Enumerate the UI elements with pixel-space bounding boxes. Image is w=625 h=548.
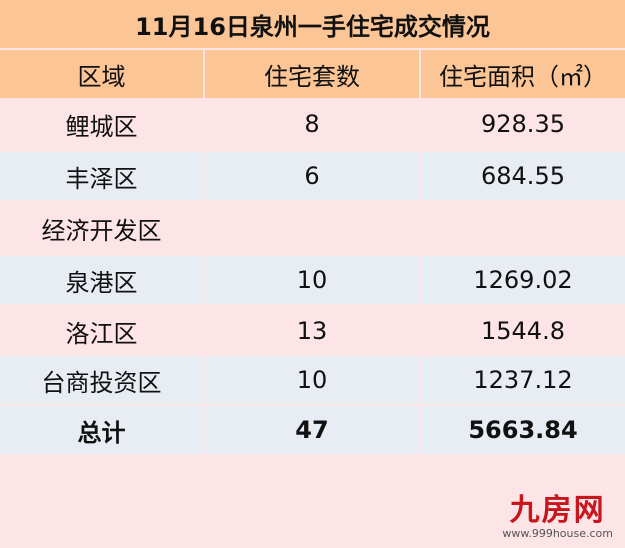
watermark-logo: 九房网 www.999house.com	[502, 493, 613, 541]
units-cell	[205, 204, 419, 252]
logo-mark: 九房网	[509, 493, 606, 528]
district-cell: 鲤城区	[0, 100, 203, 148]
area-cell: 1269.02	[421, 256, 625, 304]
units-cell: 10	[205, 256, 419, 304]
table-row: 经济开发区	[0, 204, 625, 252]
district-cell: 台商投资区	[0, 356, 203, 404]
table-title: 11月16日泉州一手住宅成交情况	[0, 0, 625, 48]
table-row: 洛江区 13 1544.8	[0, 308, 625, 354]
logo-url: www.999house.com	[502, 527, 613, 540]
table-row: 泉港区 10 1269.02	[0, 256, 625, 304]
units-cell: 8	[205, 100, 419, 148]
total-area: 5663.84	[421, 406, 625, 454]
table-row: 鲤城区 8 928.35	[0, 100, 625, 148]
header-units: 住宅套数	[205, 50, 419, 98]
area-cell: 1237.12	[421, 356, 625, 404]
total-row: 总计 47 5663.84	[0, 406, 625, 454]
header-row: 区域 住宅套数 住宅面积（㎡）	[0, 50, 625, 98]
units-cell: 6	[205, 152, 419, 200]
district-cell: 经济开发区	[0, 204, 203, 252]
header-area: 住宅面积（㎡）	[421, 50, 625, 98]
units-cell: 13	[205, 308, 419, 354]
table-row: 台商投资区 10 1237.12	[0, 356, 625, 404]
area-cell: 928.35	[421, 100, 625, 148]
header-district: 区域	[0, 50, 203, 98]
area-cell: 684.55	[421, 152, 625, 200]
area-cell	[421, 204, 625, 252]
district-cell: 泉港区	[0, 256, 203, 304]
total-label: 总计	[0, 406, 203, 454]
total-units: 47	[205, 406, 419, 454]
district-cell: 丰泽区	[0, 152, 203, 200]
area-cell: 1544.8	[421, 308, 625, 354]
table-row: 丰泽区 6 684.55	[0, 152, 625, 200]
units-cell: 10	[205, 356, 419, 404]
district-cell: 洛江区	[0, 308, 203, 354]
